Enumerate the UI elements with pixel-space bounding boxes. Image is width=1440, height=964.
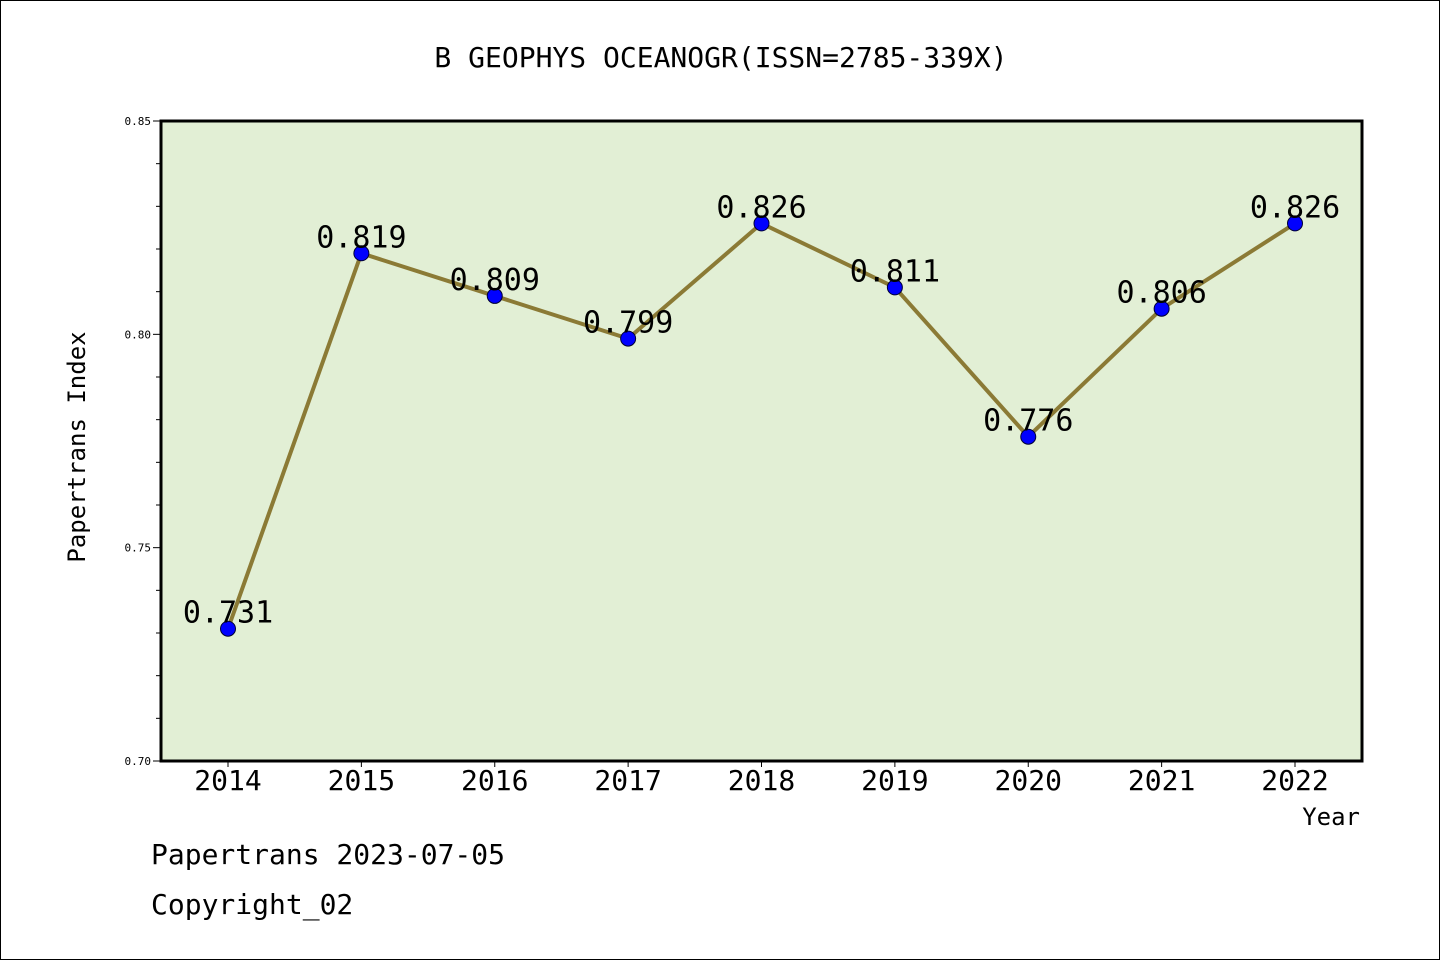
chart-title: B GEOPHYS OCEANOGR(ISSN=2785-339X)	[434, 41, 1007, 74]
x-axis-label: Year	[1302, 803, 1360, 831]
data-label: 0.811	[850, 254, 940, 289]
y-axis: 0.70 0.75 0.80 0.85	[125, 115, 161, 768]
data-label: 0.776	[983, 404, 1073, 439]
y-axis-label: Papertrans Index	[63, 331, 91, 562]
x-tick-label: 2016	[461, 764, 528, 797]
x-tick-label: 2022	[1261, 764, 1328, 797]
data-label: 0.826	[1250, 190, 1340, 225]
x-tick-label: 2014	[194, 764, 261, 797]
footer-date: Papertrans 2023-07-05	[151, 838, 505, 871]
data-point	[620, 330, 637, 347]
data-point	[486, 287, 503, 304]
data-label: 0.799	[583, 306, 673, 341]
y-tick-label: 0.75	[125, 542, 152, 555]
data-label: 0.731	[183, 596, 273, 631]
data-label: 0.826	[716, 190, 806, 225]
data-point	[353, 245, 370, 262]
data-point	[753, 215, 770, 232]
x-tick-label: 2018	[728, 764, 795, 797]
x-tick-label: 2019	[861, 764, 928, 797]
y-tick-label: 0.85	[125, 115, 152, 128]
series-layer: 0.731 0.819 0.809 0.799 0.826 0.811 0.776 0.806…	[183, 190, 1340, 637]
data-point	[1020, 428, 1037, 445]
data-label: 0.806	[1116, 276, 1206, 311]
x-tick-label: 2015	[328, 764, 395, 797]
data-point	[1153, 300, 1170, 317]
x-tick-label: 2017	[594, 764, 661, 797]
y-tick-label: 0.70	[125, 755, 152, 768]
x-tick-label: 2020	[995, 764, 1062, 797]
y-tick-label: 0.80	[125, 328, 152, 341]
x-tick-label: 2021	[1128, 764, 1195, 797]
data-label: 0.819	[316, 220, 406, 255]
data-point	[220, 620, 236, 637]
x-axis: 2014 2015 2016 2017 2018 2019 2020 2021 2022	[194, 761, 1329, 797]
footer-copyright: Copyright_02	[151, 888, 353, 922]
data-point	[886, 279, 903, 296]
data-point	[1287, 215, 1303, 232]
data-label: 0.809	[450, 263, 540, 298]
